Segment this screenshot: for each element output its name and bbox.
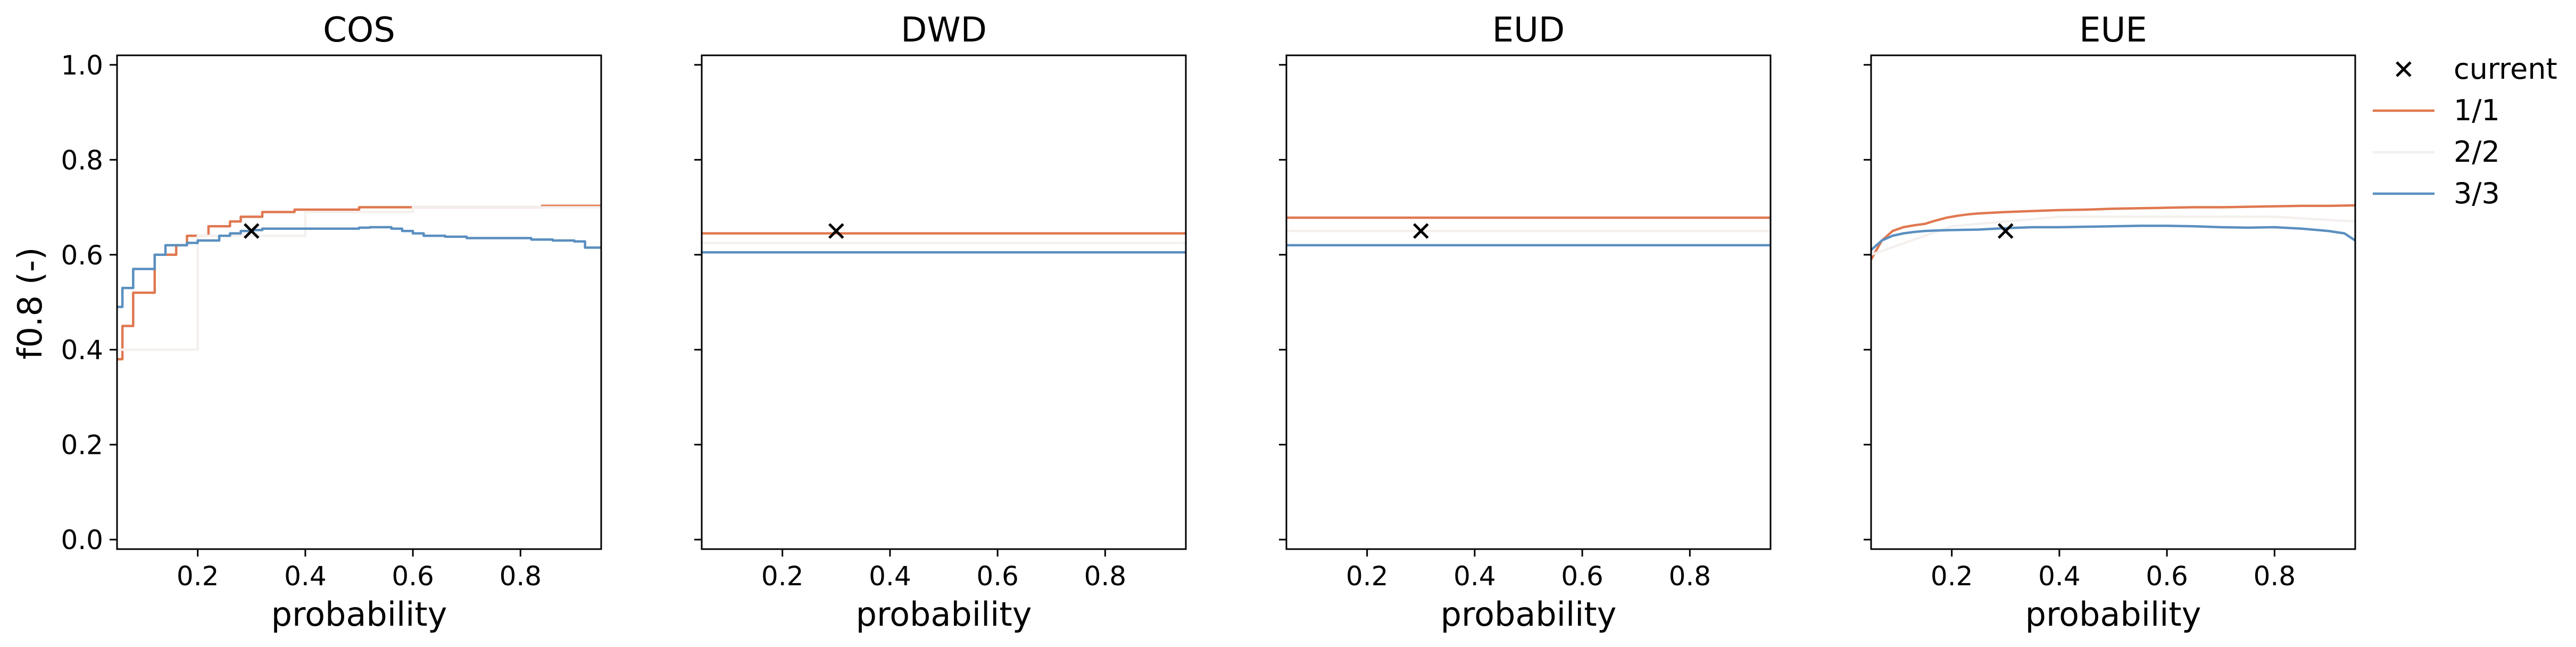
panel-cos: COS 0.2 0.4 0.6 0.8 0.0 0.2 0.4 0.6 0.8 1.0 probabi… [61,11,602,634]
x-tick-label: 0.8 [1084,561,1127,592]
y-tick-label: 0.4 [61,335,103,366]
current-marker [1998,223,2014,239]
series-group [1871,204,2355,260]
x-tick-label: 0.4 [1453,561,1496,592]
panel-dwd: DWD 0.2 0.4 0.6 0.8 probability [694,11,1187,634]
series-group [702,232,1186,254]
series-line-3-of-3 [1871,225,2355,251]
y-tick-label: 1.0 [61,50,103,81]
y-tick-label: 0.2 [61,430,103,461]
plot-frame [1285,54,1772,550]
panel-title: EUD [1492,11,1565,50]
legend-label: 3/3 [2454,177,2500,210]
series-line-3-of-3 [117,226,601,309]
y-tick-label: 0.6 [61,240,103,271]
panel-title: DWD [901,11,987,50]
x-tick-label: 0.6 [392,561,434,592]
series-group [1286,216,1771,247]
y-axis-label: f0.8 (-) [11,247,49,360]
y-tick-label: 0.8 [61,145,103,176]
legend-label: current [2454,52,2557,86]
x-tick-label: 0.6 [976,561,1019,592]
x-tick-label: 0.2 [1931,561,1973,592]
x-tick-label: 0.8 [500,561,542,592]
legend-item-3-of-3: 3/3 [2373,177,2500,210]
series-line-2-of-2 [1871,215,2355,256]
x-tick-label: 0.8 [2254,561,2296,592]
x-tick-label: 0.4 [869,561,911,592]
legend-item-current: current [2396,52,2557,86]
x-axis-label: probability [856,595,1032,634]
current-marker [244,223,260,239]
legend-marker [2396,61,2412,77]
series-line-1-of-1 [1871,204,2355,260]
x-axis-label: probability [271,595,447,634]
series-line-2-of-2 [117,206,601,351]
x-tick-label: 0.8 [1669,561,1711,592]
x-tick-label: 0.2 [177,561,219,592]
y-tick-label: 0.0 [61,525,103,555]
legend: current 1/1 2/2 3/3 [2373,52,2557,210]
series-group [117,204,601,361]
legend-label: 2/2 [2454,135,2500,169]
x-tick-label: 0.6 [2146,561,2188,592]
plot-frame [701,54,1187,550]
x-axis-label: probability [1441,595,1617,634]
x-tick-label: 0.4 [2038,561,2081,592]
panels: COS 0.2 0.4 0.6 0.8 0.0 0.2 0.4 0.6 0.8 1.0 probabi… [61,11,2356,634]
current-marker [1413,223,1429,239]
x-axis-label: probability [2025,595,2201,634]
x-tick-label: 0.6 [1561,561,1603,592]
panel-title: COS [323,11,395,50]
legend-item-1-of-1: 1/1 [2373,94,2500,127]
current-marker [828,223,844,239]
panel-eud: EUD 0.2 0.4 0.6 0.8 probability [1279,11,1772,634]
legend-item-2-of-2: 2/2 [2373,135,2500,169]
legend-label: 1/1 [2454,94,2500,127]
panel-eue: EUE 0.2 0.4 0.6 0.8 probability [1864,11,2356,634]
x-tick-label: 0.4 [284,561,327,592]
panel-title: EUE [2079,11,2147,50]
x-tick-label: 0.2 [761,561,804,592]
plot-frame [1870,54,2356,550]
x-tick-label: 0.2 [1346,561,1389,592]
plot-frame [116,54,602,550]
